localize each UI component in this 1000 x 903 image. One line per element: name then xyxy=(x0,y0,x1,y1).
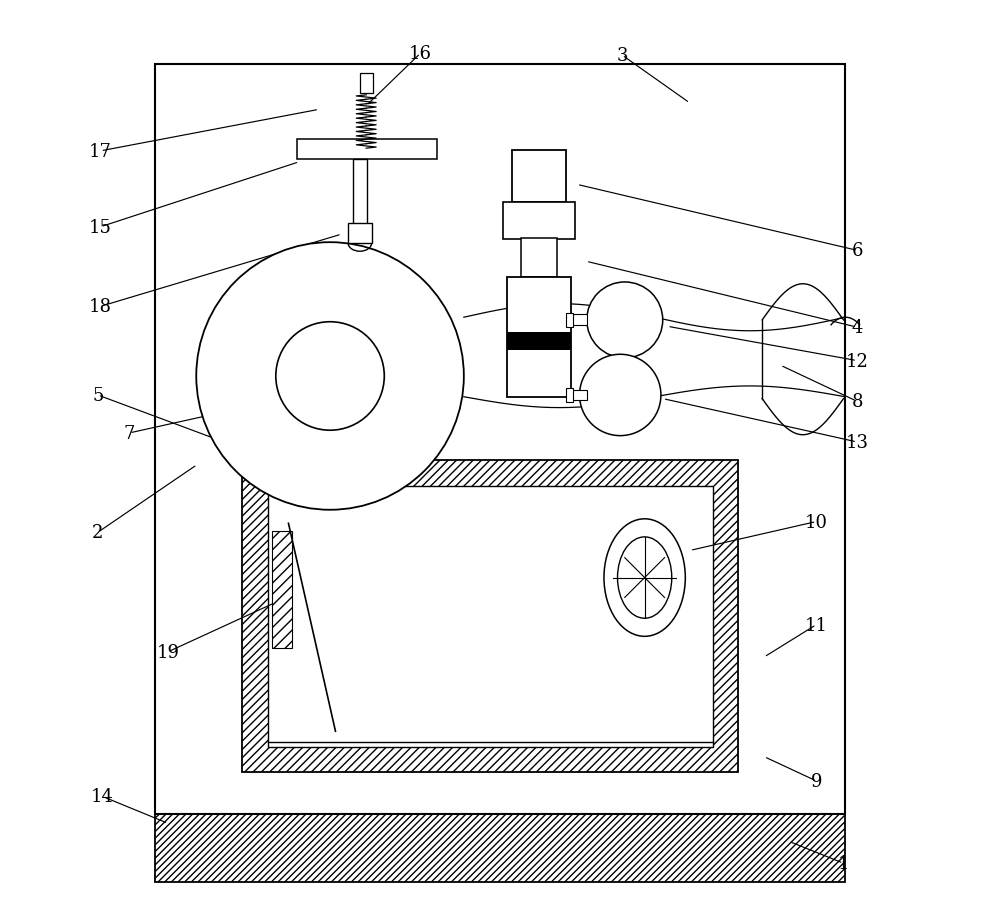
Text: 4: 4 xyxy=(851,319,863,337)
Text: 2: 2 xyxy=(92,524,103,542)
Text: 9: 9 xyxy=(811,772,822,790)
Text: 7: 7 xyxy=(124,424,135,442)
Bar xyxy=(512,151,566,203)
Text: 6: 6 xyxy=(851,242,863,260)
Text: 18: 18 xyxy=(89,298,112,316)
Bar xyxy=(566,313,573,328)
Bar xyxy=(507,277,571,397)
Bar xyxy=(571,390,587,401)
Text: 1: 1 xyxy=(838,854,849,872)
Bar xyxy=(360,74,373,94)
Bar xyxy=(348,224,372,244)
Text: 13: 13 xyxy=(846,433,869,452)
Circle shape xyxy=(580,355,661,436)
Bar xyxy=(155,65,845,815)
Ellipse shape xyxy=(604,519,685,637)
Text: 5: 5 xyxy=(92,386,103,405)
Bar xyxy=(155,815,845,882)
Bar xyxy=(268,487,713,747)
Text: 3: 3 xyxy=(616,47,628,65)
Bar xyxy=(242,461,738,772)
Bar xyxy=(571,315,587,326)
Circle shape xyxy=(196,243,464,510)
Bar xyxy=(272,531,292,648)
Circle shape xyxy=(276,322,384,431)
Bar xyxy=(503,203,575,239)
Text: 12: 12 xyxy=(846,352,869,370)
Bar xyxy=(566,388,573,403)
Bar xyxy=(507,332,571,350)
Text: 16: 16 xyxy=(409,45,432,63)
Text: 14: 14 xyxy=(91,787,114,805)
Ellipse shape xyxy=(618,537,672,619)
Bar xyxy=(297,140,437,160)
Text: 11: 11 xyxy=(805,616,828,634)
Bar xyxy=(353,160,367,226)
Bar xyxy=(521,238,557,278)
Text: 15: 15 xyxy=(89,219,112,237)
Text: 8: 8 xyxy=(851,393,863,411)
Text: 19: 19 xyxy=(157,643,180,661)
Circle shape xyxy=(587,283,663,358)
Text: 17: 17 xyxy=(89,143,112,161)
Text: 10: 10 xyxy=(805,513,828,531)
